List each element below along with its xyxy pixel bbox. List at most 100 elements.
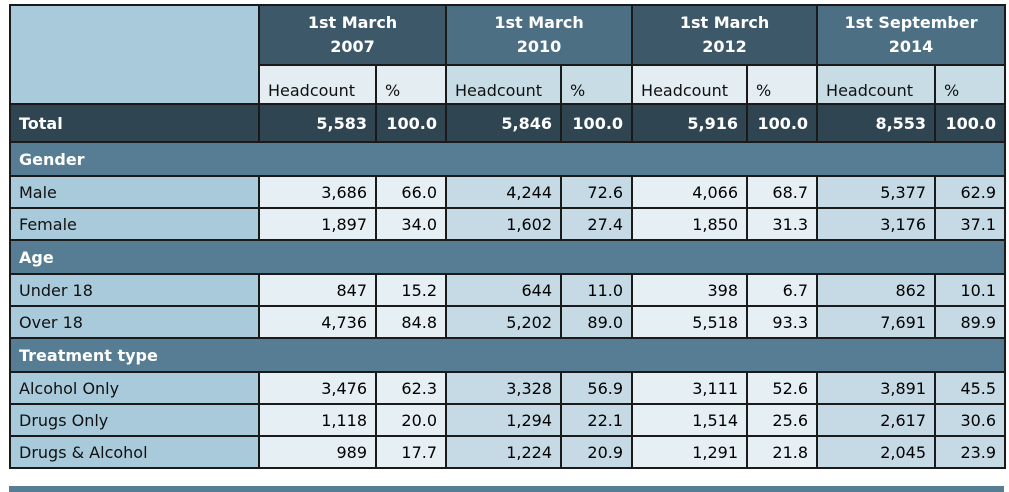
percent-header: % (374, 64, 448, 105)
row-label: Total (9, 103, 260, 143)
headcount-cell: 1,850 (631, 207, 749, 241)
percent-cell: 30.6 (934, 403, 1007, 437)
headcount-cell: 8,553 (816, 103, 937, 143)
headcount-cell: 398 (631, 273, 749, 307)
percent-cell: 72.6 (560, 175, 634, 209)
percent-cell: 15.2 (374, 273, 448, 307)
headcount-table: 1st March 2007 1st March 2010 1st March 201… (8, 4, 1007, 469)
table-row: Male 3,686 66.0 4,244 72.6 4,066 68.7 5,377 62.9 (9, 175, 1007, 209)
percent-cell: 100.0 (746, 103, 819, 143)
percent-cell: 89.9 (934, 305, 1007, 339)
percent-header: % (560, 64, 634, 105)
row-label: Alcohol Only (9, 371, 260, 405)
period-header: 1st March 2010 (445, 4, 634, 66)
headcount-header: Headcount (816, 64, 937, 105)
headcount-cell: 989 (258, 435, 377, 469)
headcount-cell: 1,897 (258, 207, 377, 241)
headcount-cell: 5,583 (258, 103, 377, 143)
percent-cell: 37.1 (934, 207, 1007, 241)
percent-cell: 93.3 (746, 305, 819, 339)
period-header: 1st September 2014 (816, 4, 1007, 66)
percent-header: % (746, 64, 819, 105)
percent-cell: 100.0 (560, 103, 634, 143)
percent-cell: 25.6 (746, 403, 819, 437)
percent-cell: 27.4 (560, 207, 634, 241)
headcount-cell: 5,377 (816, 175, 937, 209)
headcount-cell: 5,518 (631, 305, 749, 339)
percent-cell: 20.9 (560, 435, 634, 469)
headcount-cell: 5,916 (631, 103, 749, 143)
headcount-cell: 862 (816, 273, 937, 307)
row-label: Over 18 (9, 305, 260, 339)
row-label: Drugs Only (9, 403, 260, 437)
headcount-cell: 644 (445, 273, 563, 307)
headcount-cell: 1,224 (445, 435, 563, 469)
headcount-cell: 1,118 (258, 403, 377, 437)
table-row: Over 18 4,736 84.8 5,202 89.0 5,518 93.3 7,691 8… (9, 305, 1007, 339)
headcount-header: Headcount (445, 64, 563, 105)
table-row: Drugs & Alcohol 989 17.7 1,224 20.9 1,291 21.8… (9, 435, 1007, 469)
headcount-cell: 3,111 (631, 371, 749, 405)
period-header: 1st March 2012 (631, 4, 819, 66)
percent-cell: 34.0 (374, 207, 448, 241)
total-row: Total 5,583 100.0 5,846 100.0 5,916 100.… (9, 103, 1007, 143)
section-title: Treatment type (8, 337, 1007, 373)
table-row: Under 18 847 15.2 644 11.0 398 6.7 862 10.1 (9, 273, 1007, 307)
headcount-cell: 3,891 (816, 371, 937, 405)
headcount-cell: 1,602 (445, 207, 563, 241)
headcount-cell: 5,202 (445, 305, 563, 339)
headcount-cell: 3,476 (258, 371, 377, 405)
table-row: Drugs Only 1,118 20.0 1,294 22.1 1,514 25.6 2,6… (9, 403, 1007, 437)
headcount-cell: 7,691 (816, 305, 937, 339)
row-label: Under 18 (9, 273, 260, 307)
headcount-cell: 3,686 (258, 175, 377, 209)
headcount-cell: 3,328 (445, 371, 563, 405)
percent-cell: 20.0 (374, 403, 448, 437)
headcount-header: Headcount (258, 64, 377, 105)
headcount-cell: 1,294 (445, 403, 563, 437)
percent-cell: 10.1 (934, 273, 1007, 307)
headcount-cell: 4,066 (631, 175, 749, 209)
percent-cell: 6.7 (746, 273, 819, 307)
headcount-cell: 4,736 (258, 305, 377, 339)
percent-cell: 52.6 (746, 371, 819, 405)
section-header-row: Treatment type (8, 337, 1007, 373)
percent-cell: 68.7 (746, 175, 819, 209)
percent-cell: 66.0 (374, 175, 448, 209)
headcount-cell: 5,846 (445, 103, 563, 143)
percent-cell: 100.0 (374, 103, 448, 143)
percent-cell: 31.3 (746, 207, 819, 241)
row-label: Drugs & Alcohol (9, 435, 260, 469)
percent-cell: 100.0 (934, 103, 1007, 143)
section-title: Age (8, 239, 1007, 275)
percent-cell: 84.8 (374, 305, 448, 339)
percent-cell: 62.9 (934, 175, 1007, 209)
headcount-cell: 2,617 (816, 403, 937, 437)
percent-cell: 89.0 (560, 305, 634, 339)
percent-cell: 22.1 (560, 403, 634, 437)
headcount-cell: 4,244 (445, 175, 563, 209)
corner-cell (9, 4, 260, 105)
percent-cell: 21.8 (746, 435, 819, 469)
period-header: 1st March 2007 (257, 4, 448, 66)
section-header-row: Gender (8, 141, 1007, 177)
headcount-cell: 1,514 (631, 403, 749, 437)
percent-cell: 62.3 (374, 371, 448, 405)
row-label: Female (9, 207, 260, 241)
headcount-cell: 2,045 (816, 435, 937, 469)
percent-header: % (934, 64, 1007, 105)
row-label: Male (9, 175, 260, 209)
table-footer-bar (9, 486, 1004, 492)
headcount-header: Headcount (631, 64, 749, 105)
headcount-cell: 3,176 (816, 207, 937, 241)
section-title: Gender (8, 141, 1007, 177)
headcount-cell: 1,291 (631, 435, 749, 469)
percent-cell: 23.9 (934, 435, 1007, 469)
section-header-row: Age (8, 239, 1007, 275)
percent-cell: 17.7 (374, 435, 448, 469)
percent-cell: 45.5 (934, 371, 1007, 405)
percent-cell: 56.9 (560, 371, 634, 405)
percent-cell: 11.0 (560, 273, 634, 307)
table-row: Alcohol Only 3,476 62.3 3,328 56.9 3,111 52.6 3… (9, 371, 1007, 405)
table-row: Female 1,897 34.0 1,602 27.4 1,850 31.3 3,176 37… (9, 207, 1007, 241)
